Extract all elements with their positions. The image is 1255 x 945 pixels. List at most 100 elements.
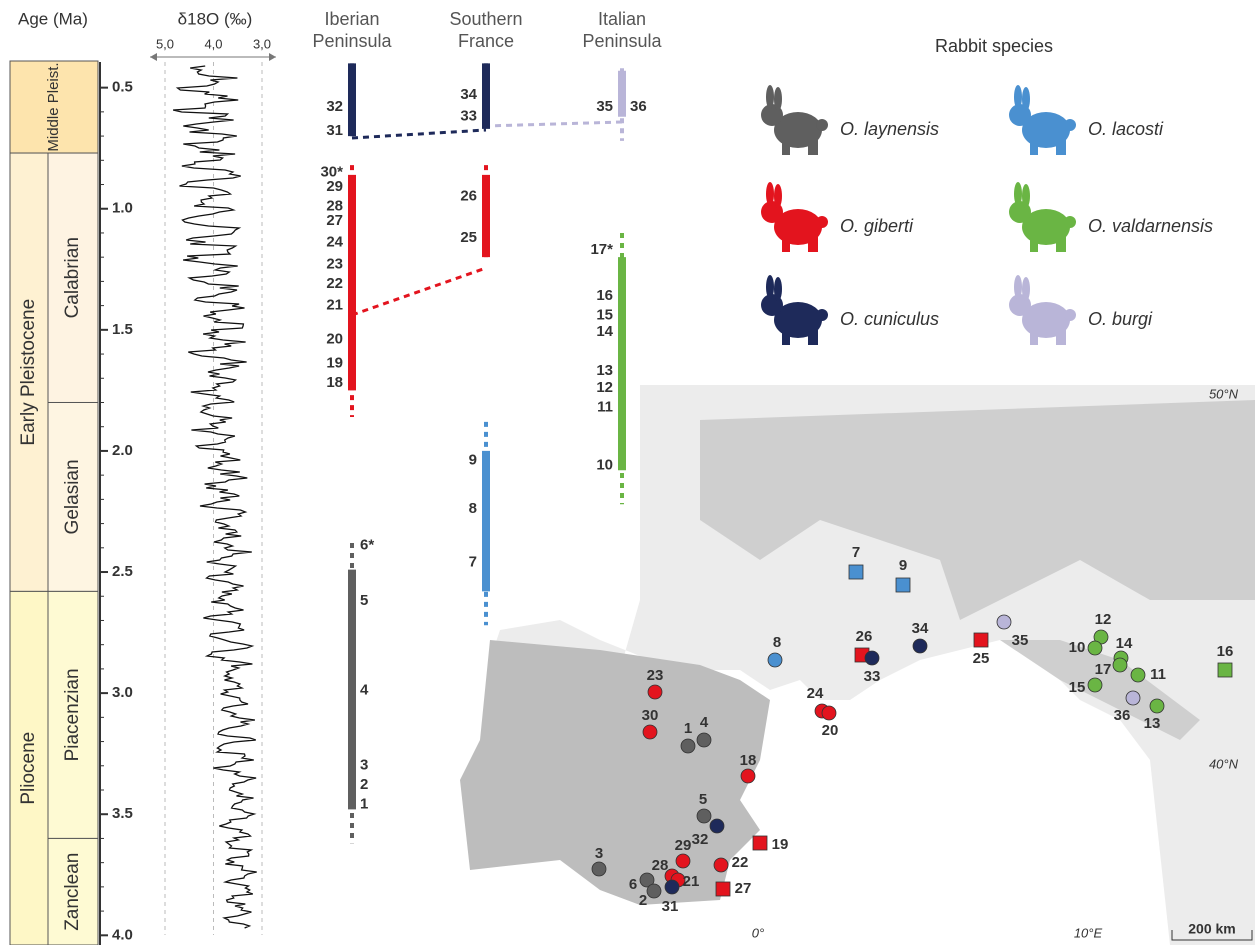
range-site-label: 6* bbox=[360, 536, 374, 553]
site-marker bbox=[665, 880, 679, 894]
site-label: 16 bbox=[1217, 643, 1234, 660]
rabbit-icon bbox=[1009, 275, 1076, 345]
connector bbox=[486, 122, 622, 126]
range-site-label: 2 bbox=[360, 776, 368, 793]
range-site-label: 35 bbox=[596, 98, 613, 115]
rabbit-part bbox=[1022, 87, 1030, 111]
rabbit-icon bbox=[1009, 182, 1076, 252]
range-site-label: 29 bbox=[326, 178, 343, 195]
site-label: 29 bbox=[675, 837, 692, 854]
legend-label: O. valdarnensis bbox=[1088, 216, 1213, 236]
lat-label: 50°N bbox=[1209, 386, 1239, 401]
site-marker bbox=[648, 685, 662, 699]
rabbit-icon bbox=[761, 182, 828, 252]
range-site-label: 7 bbox=[469, 553, 477, 570]
range-site-label: 5 bbox=[360, 592, 368, 609]
range-site-label: 12 bbox=[596, 379, 613, 396]
site-marker bbox=[592, 862, 606, 876]
site-marker bbox=[714, 858, 728, 872]
site-marker bbox=[997, 615, 1011, 629]
range-site-label: 3 bbox=[360, 757, 368, 774]
site-label: 26 bbox=[856, 628, 873, 645]
site-marker bbox=[753, 836, 767, 850]
rabbit-part bbox=[774, 87, 782, 111]
rabbit-part bbox=[808, 236, 818, 252]
range-site-label: 23 bbox=[326, 255, 343, 272]
range-site-label: 19 bbox=[326, 355, 343, 372]
site-marker bbox=[865, 651, 879, 665]
rabbit-icon bbox=[761, 275, 828, 345]
age-tick-label: 3.0 bbox=[112, 684, 133, 701]
lon-label: 0° bbox=[752, 925, 764, 940]
site-label: 27 bbox=[735, 880, 752, 897]
range-site-label: 10 bbox=[596, 456, 613, 473]
site-label: 25 bbox=[973, 650, 990, 667]
age-tick-label: 3.5 bbox=[112, 805, 133, 822]
range-site-label: 31 bbox=[326, 122, 343, 139]
rabbit-part bbox=[766, 275, 774, 299]
age-tick-label: 4.0 bbox=[112, 926, 133, 943]
rabbit-part bbox=[774, 277, 782, 301]
epoch-label: Early Pleistocene bbox=[18, 299, 39, 446]
rabbit-part bbox=[782, 236, 790, 252]
range-site-label: 33 bbox=[460, 108, 477, 125]
range-site-label: 9 bbox=[469, 452, 477, 469]
site-label: 10 bbox=[1069, 639, 1086, 656]
range-site-label: 26 bbox=[460, 188, 477, 205]
site-marker bbox=[741, 769, 755, 783]
range-site-label: 36 bbox=[630, 98, 647, 115]
legend-label: O. laynensis bbox=[840, 119, 939, 139]
site-label: 4 bbox=[700, 714, 709, 731]
range-site-label: 24 bbox=[326, 234, 343, 251]
age-tick-label: 2.5 bbox=[112, 563, 133, 580]
lat-label: 40°N bbox=[1209, 756, 1239, 771]
range-site-label: 22 bbox=[326, 275, 343, 292]
site-marker bbox=[849, 565, 863, 579]
rabbit-part bbox=[816, 216, 828, 228]
range-site-label: 15 bbox=[596, 306, 613, 323]
rabbit-part bbox=[1056, 329, 1066, 345]
legend-label: O. giberti bbox=[840, 216, 914, 236]
rabbit-icon bbox=[761, 85, 828, 155]
rabbit-part bbox=[1014, 182, 1022, 206]
legend-title: Rabbit species bbox=[935, 36, 1053, 56]
range-site-label: 4 bbox=[360, 682, 369, 699]
d18o-tick-label: 3,0 bbox=[253, 36, 271, 51]
site-label: 30 bbox=[642, 707, 659, 724]
page: {"header":{"age_label":"Age (Ma)","d18o_… bbox=[0, 0, 1255, 945]
site-label: 15 bbox=[1069, 679, 1086, 696]
site-marker bbox=[1088, 678, 1102, 692]
legend-label: O. lacosti bbox=[1088, 119, 1164, 139]
rabbit-part bbox=[808, 139, 818, 155]
site-label: 20 bbox=[822, 722, 839, 739]
site-marker bbox=[676, 854, 690, 868]
rabbit-part bbox=[816, 309, 828, 321]
site-label: 22 bbox=[732, 854, 749, 871]
epoch-label: Pliocene bbox=[18, 732, 39, 805]
site-label: 28 bbox=[652, 857, 669, 874]
site-marker bbox=[697, 733, 711, 747]
site-label: 13 bbox=[1144, 715, 1161, 732]
site-label: 3 bbox=[595, 845, 603, 862]
site-marker bbox=[1218, 663, 1232, 677]
site-label: 21 bbox=[683, 873, 700, 890]
range-site-label: 18 bbox=[326, 374, 343, 391]
site-marker bbox=[1131, 668, 1145, 682]
site-marker bbox=[710, 819, 724, 833]
range-site-label: 34 bbox=[460, 86, 477, 103]
site-marker bbox=[681, 739, 695, 753]
site-label: 5 bbox=[699, 791, 707, 808]
figure: Age (Ma) δ18O (‰) Rabbit species 5,04,03… bbox=[0, 0, 1255, 945]
rabbit-part bbox=[1022, 277, 1030, 301]
rabbit-part bbox=[766, 85, 774, 109]
epoch-label: Middle Pleist. bbox=[45, 62, 62, 151]
range-site-label: 25 bbox=[460, 229, 477, 246]
site-marker bbox=[1150, 699, 1164, 713]
site-label: 31 bbox=[662, 898, 679, 915]
stage-label: Zanclean bbox=[62, 853, 83, 931]
site-label: 34 bbox=[912, 620, 929, 637]
rabbit-part bbox=[782, 329, 790, 345]
site-label: 36 bbox=[1114, 707, 1131, 724]
connector bbox=[352, 268, 486, 315]
site-label: 9 bbox=[899, 557, 907, 574]
